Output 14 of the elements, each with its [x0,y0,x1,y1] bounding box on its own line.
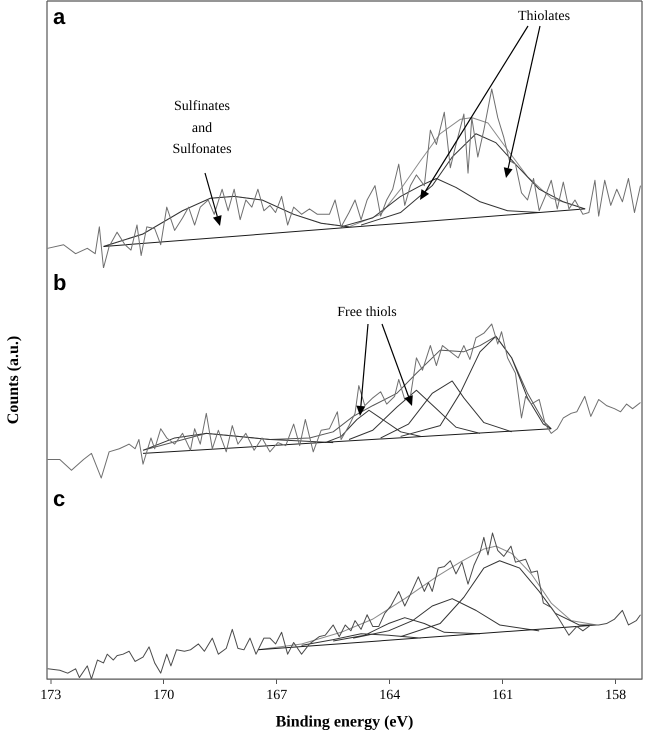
x-tick-label: 170 [153,688,174,704]
annotation: Sulfinates and Sulfonates [171,98,233,160]
text: Free thiols [336,304,398,322]
x-tick-label: 164 [379,688,400,704]
chart-title: c [53,486,66,511]
text: Thiolates [516,8,572,26]
x-tick-label: 167 [266,688,288,704]
y-axis-title: Counts (a.u.) [5,336,23,424]
chart-title: a [53,4,66,29]
chart-title: b [53,270,66,295]
x-tick-label: 173 [40,688,62,704]
x-tick-label: 161 [492,688,514,704]
x-axis-title: Binding energy (eV) [276,714,414,731]
x-tick-label: 158 [605,688,626,704]
